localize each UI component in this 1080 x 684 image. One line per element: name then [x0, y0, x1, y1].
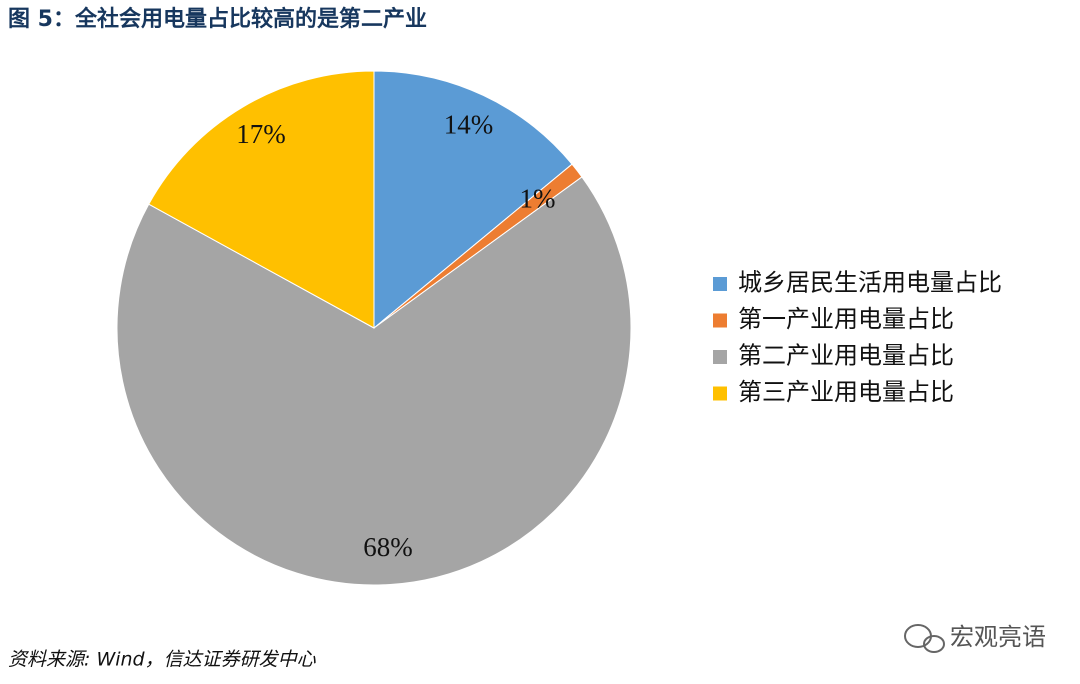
legend-swatch — [713, 277, 727, 291]
source-note: 资料来源: Wind，信达证券研发中心 — [8, 649, 317, 671]
watermark-icon — [904, 624, 945, 653]
pie-slice — [373, 70, 573, 330]
pie-slice — [116, 176, 632, 586]
pie-slice — [148, 70, 375, 329]
data-label: 1% — [520, 183, 556, 213]
data-label: 14% — [444, 109, 494, 139]
legend-swatch — [713, 386, 727, 401]
watermark: 宏观亮语 — [950, 623, 1046, 651]
legend-label: 城乡居民生活用电量占比 — [738, 269, 1002, 297]
data-label: 17% — [236, 119, 286, 149]
legend-label: 第三产业用电量占比 — [738, 378, 954, 406]
legend-swatch — [713, 313, 727, 328]
data-label: 68% — [363, 532, 413, 562]
legend-label: 第一产业用电量占比 — [738, 305, 954, 333]
legend-label: 第二产业用电量占比 — [738, 342, 954, 370]
legend-swatch — [713, 350, 727, 364]
chart-title: 图 5：全社会用电量占比较高的是第二产业 — [8, 6, 427, 32]
